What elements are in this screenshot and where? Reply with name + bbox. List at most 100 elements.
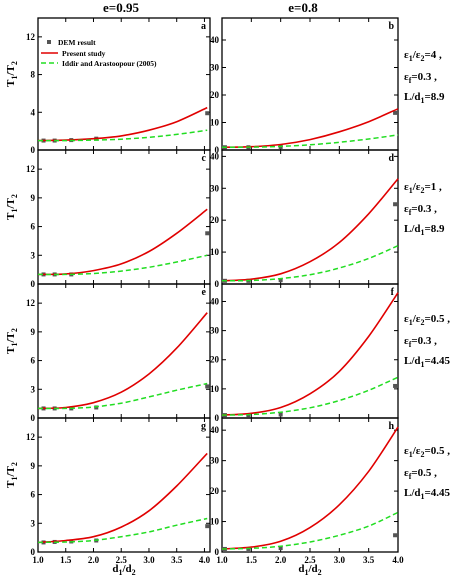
dem-point (393, 383, 398, 388)
iddir-arastoopour-line (221, 134, 399, 149)
dem-point (205, 384, 210, 389)
y-tick-label: 9 (31, 193, 36, 203)
present-study-line (37, 208, 208, 276)
y-tick-label: 6 (31, 222, 36, 232)
param-line: εf=0.3 , (404, 335, 437, 349)
panel-frame (221, 17, 399, 151)
present-study-line (221, 292, 399, 416)
y-tick-label: 0 (215, 279, 220, 289)
y-tick-label: 40 (210, 425, 220, 435)
iddir-arastoopour-line (37, 254, 208, 276)
legend-dem-label: DEM result (58, 38, 96, 47)
iddir-arastoopour-line (37, 382, 208, 410)
param-line: ε1/ε2=1 , (404, 181, 442, 195)
x-tick-label: 4.0 (392, 555, 404, 565)
y-tick-label: 0 (215, 145, 220, 155)
x-tick-label: 3.5 (363, 555, 375, 565)
panel-letter: d (388, 153, 394, 164)
dem-point (94, 405, 99, 410)
y-tick-label: 40 (210, 296, 220, 306)
y-tick-label: 10 (210, 247, 220, 257)
y-tick-label: 3 (31, 384, 36, 394)
iddir-arastoopour-line (37, 517, 208, 544)
panel-frame (221, 149, 399, 285)
y-tick-label: 20 (210, 215, 220, 225)
panel-d: 0 10 20 30 40 d (210, 149, 399, 289)
y-tick-label: 0 (31, 145, 36, 155)
x-tick-label: 3.0 (334, 555, 346, 565)
dem-point (278, 278, 283, 283)
y-tick-label: 0 (215, 413, 220, 423)
y-tick-label: 30 (210, 183, 220, 193)
x-tick-label: 3.5 (171, 555, 183, 565)
y-axis-label: T1/T2 (5, 328, 19, 354)
dem-point (205, 524, 210, 529)
param-line: ε1/ε2=0.5 , (404, 313, 450, 327)
panel-f: 0 10 20 30 40 f (210, 283, 399, 423)
y-tick-label: 0 (31, 279, 36, 289)
panel-frame (221, 283, 399, 419)
y-tick-label: 40 (210, 35, 220, 45)
column-title-left: e=0.95 (103, 0, 139, 15)
panel-h: 0 10 20 30 40 1.0 1.5 2.0 2.5 3.0 3.5 4.0 h (210, 417, 404, 565)
legend-iddir-label: Iddir and Arastoopour (2005) (62, 59, 157, 68)
y-tick-label: 40 (210, 151, 220, 161)
panel-letter: h (388, 421, 394, 432)
panel-letter: b (388, 21, 394, 32)
present-study-line (221, 108, 399, 149)
panel-a: 0 4 8 12 a T1/T2 (5, 17, 211, 155)
present-study-line (221, 178, 399, 282)
y-tick-label: 12 (26, 432, 36, 442)
dem-point (278, 412, 283, 417)
x-tick-label: 2.5 (304, 555, 316, 565)
y-tick-label: 6 (31, 490, 36, 500)
y-tick-label: 3 (31, 250, 36, 260)
x-tick-label: 3.0 (143, 555, 155, 565)
iddir-arastoopour-line (221, 511, 399, 550)
dem-point (205, 231, 210, 236)
y-tick-label: 3 (31, 518, 36, 528)
y-tick-label: 0 (31, 413, 36, 423)
param-line: L/d1=8.9 (404, 91, 445, 105)
present-study-line (37, 452, 208, 544)
x-tick-label: 2.5 (116, 555, 128, 565)
y-tick-label: 10 (210, 384, 220, 394)
x-tick-label: 4.0 (199, 555, 211, 565)
y-tick-label: 12 (26, 32, 36, 42)
y-tick-label: 9 (31, 461, 36, 471)
x-tick-label: 2.0 (275, 555, 287, 565)
legend-present-label: Present study (62, 49, 106, 58)
y-axis-label: T1/T2 (5, 462, 19, 488)
panel-c: 0 3 6 9 12 c T1/T2 (5, 149, 211, 289)
x-tick-label: 2.0 (88, 555, 100, 565)
present-study-line (221, 426, 399, 550)
x-tick-label: 1.0 (32, 555, 44, 565)
param-line: L/d1=4.45 (404, 355, 451, 369)
y-tick-label: 20 (210, 355, 220, 365)
param-line: εf=0.3 , (404, 203, 437, 217)
param-line: εf=0.3 , (404, 71, 437, 85)
y-tick-label: 12 (26, 164, 36, 174)
x-axis-label-right: d1/d2 (298, 563, 321, 577)
param-line: εf=0.5 , (404, 467, 437, 481)
y-tick-label: 10 (210, 517, 220, 527)
panels-group: 04812aT1/T2010203040b036912cT1/T20102030… (5, 17, 451, 577)
y-axis-label: T1/T2 (5, 194, 19, 220)
x-tick-label: 1.5 (60, 555, 72, 565)
panel-e: 0 3 6 9 12 e T1/T2 (5, 283, 211, 423)
y-tick-label: 10 (210, 118, 220, 128)
y-tick-label: 30 (210, 63, 220, 73)
column-title-right: e=0.8 (288, 0, 318, 15)
y-tick-label: 6 (31, 356, 36, 366)
panel-frame (37, 417, 211, 553)
y-tick-label: 4 (31, 107, 36, 117)
panel-letter: e (202, 287, 207, 298)
param-line: L/d1=4.45 (404, 487, 451, 501)
legend-dem-marker (47, 40, 51, 44)
iddir-arastoopour-line (221, 245, 399, 282)
y-tick-label: 8 (31, 70, 36, 80)
dem-point (278, 546, 283, 551)
y-tick-label: 30 (210, 456, 220, 466)
dem-point (393, 533, 398, 538)
